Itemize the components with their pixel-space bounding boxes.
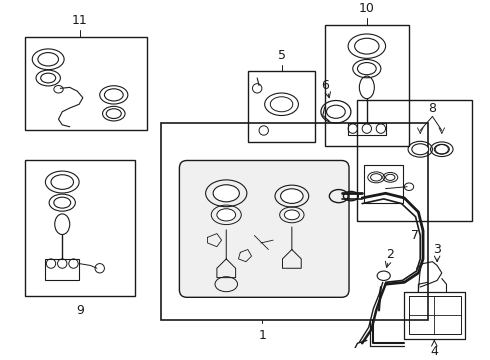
Text: 2: 2 bbox=[386, 248, 394, 261]
Bar bbox=[161, 123, 428, 320]
Ellipse shape bbox=[106, 109, 122, 118]
Text: 5: 5 bbox=[277, 49, 286, 62]
Ellipse shape bbox=[54, 197, 71, 208]
Text: 6: 6 bbox=[321, 79, 329, 92]
Ellipse shape bbox=[284, 210, 299, 220]
Text: 11: 11 bbox=[72, 14, 87, 27]
Text: 9: 9 bbox=[76, 304, 84, 317]
Bar bbox=[25, 37, 147, 130]
Bar bbox=[325, 24, 409, 147]
Bar bbox=[25, 161, 135, 296]
Ellipse shape bbox=[355, 38, 379, 54]
FancyBboxPatch shape bbox=[179, 161, 349, 297]
Ellipse shape bbox=[104, 89, 123, 101]
Bar bbox=[358, 100, 472, 221]
Ellipse shape bbox=[217, 209, 236, 221]
Bar bbox=[248, 71, 315, 142]
Text: 3: 3 bbox=[433, 243, 441, 256]
Text: 1: 1 bbox=[258, 329, 266, 342]
Ellipse shape bbox=[370, 174, 382, 181]
Ellipse shape bbox=[38, 53, 58, 66]
Text: 10: 10 bbox=[359, 2, 375, 15]
Ellipse shape bbox=[326, 105, 345, 118]
Ellipse shape bbox=[213, 185, 240, 202]
Ellipse shape bbox=[41, 73, 56, 83]
Ellipse shape bbox=[412, 144, 429, 155]
Ellipse shape bbox=[281, 189, 303, 203]
Ellipse shape bbox=[386, 174, 395, 180]
Bar bbox=[46, 259, 79, 279]
Ellipse shape bbox=[434, 144, 449, 154]
Text: 7: 7 bbox=[411, 229, 418, 242]
Text: 4: 4 bbox=[430, 345, 438, 358]
Ellipse shape bbox=[51, 175, 74, 189]
Text: 8: 8 bbox=[428, 103, 437, 116]
Bar bbox=[364, 165, 403, 203]
Ellipse shape bbox=[358, 63, 376, 75]
